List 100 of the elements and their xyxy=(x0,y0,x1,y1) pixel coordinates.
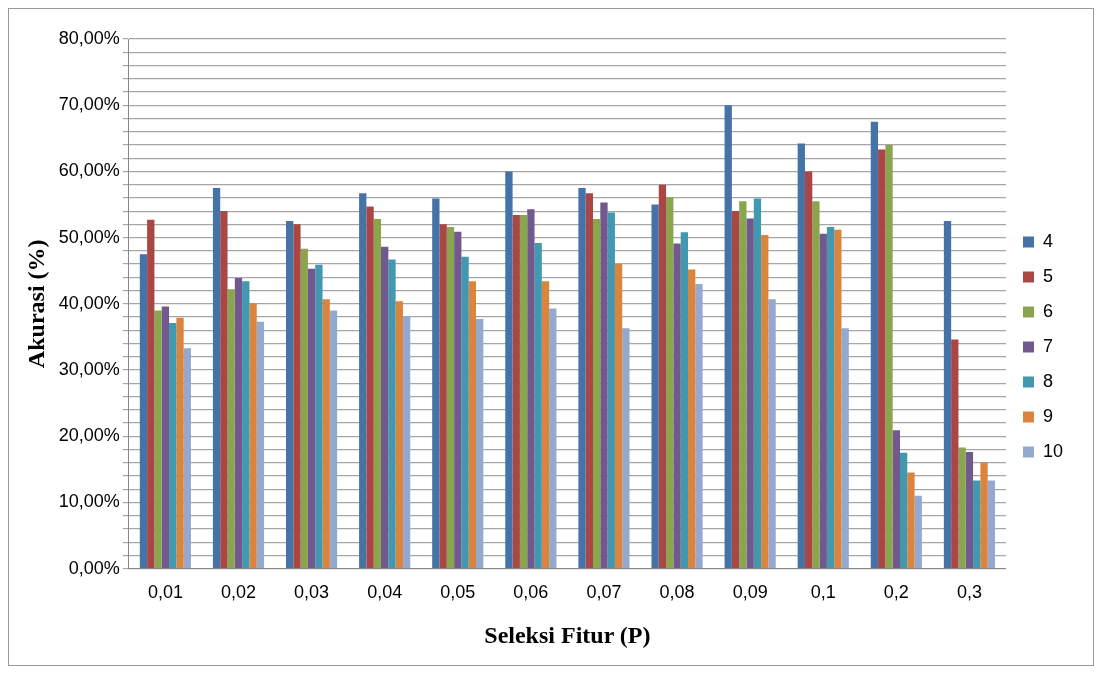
bar xyxy=(914,495,922,568)
bar xyxy=(739,201,747,568)
bar xyxy=(161,306,170,568)
bar xyxy=(907,472,915,568)
bar xyxy=(834,229,842,568)
bar xyxy=(614,264,623,568)
y-tick-label: 10,00% xyxy=(58,491,120,512)
legend-label: 5 xyxy=(1042,265,1053,286)
bar xyxy=(797,143,805,568)
bar xyxy=(432,198,440,568)
y-tick-label: 80,00% xyxy=(58,27,120,48)
bar xyxy=(899,452,908,568)
bar xyxy=(541,281,550,568)
bar xyxy=(527,209,535,568)
bar xyxy=(578,187,586,568)
y-tick-label: 70,00% xyxy=(58,94,120,115)
bar xyxy=(987,480,996,568)
x-tick-label: 0,2 xyxy=(883,582,909,603)
legend-label: 4 xyxy=(1042,230,1053,251)
bar xyxy=(943,221,952,568)
bar xyxy=(461,256,469,568)
bar xyxy=(293,224,301,568)
bar xyxy=(695,283,703,568)
bar xyxy=(870,121,879,568)
bar xyxy=(980,462,988,568)
y-tick-label: 20,00% xyxy=(58,425,120,446)
bar xyxy=(841,328,849,568)
x-tick-label: 0,06 xyxy=(513,582,549,603)
bar xyxy=(688,269,696,568)
bar xyxy=(607,212,615,568)
bar xyxy=(878,149,886,568)
bar xyxy=(139,254,148,568)
bar xyxy=(505,171,513,568)
x-tick-label: 0,08 xyxy=(659,582,695,603)
bar xyxy=(885,144,893,568)
x-tick-label: 0,04 xyxy=(367,582,403,603)
bar xyxy=(220,211,228,568)
legend-label: 6 xyxy=(1042,300,1053,321)
x-tick-label: 0,09 xyxy=(732,582,768,603)
bar xyxy=(746,218,754,568)
bar xyxy=(212,187,221,568)
bar xyxy=(680,232,689,568)
bar xyxy=(534,242,542,568)
bar xyxy=(826,227,835,568)
bar xyxy=(600,202,608,568)
bar xyxy=(373,219,382,568)
bar xyxy=(651,204,659,568)
bar xyxy=(753,198,762,568)
bar xyxy=(958,447,966,568)
bar xyxy=(381,246,389,568)
x-tick-label: 0,02 xyxy=(220,582,257,603)
bar xyxy=(169,323,177,568)
bar xyxy=(724,105,732,568)
bar xyxy=(183,348,191,568)
bar xyxy=(366,206,374,568)
bar xyxy=(658,184,667,568)
bar xyxy=(731,211,740,568)
bar xyxy=(593,219,601,568)
bar xyxy=(359,193,367,568)
bar xyxy=(819,233,827,568)
bar xyxy=(242,281,250,568)
bar xyxy=(439,224,447,568)
bar xyxy=(234,277,243,568)
x-axis-title: Seleksi Fitur (P) xyxy=(484,621,651,648)
bar xyxy=(402,316,411,568)
bar xyxy=(286,221,294,568)
bar xyxy=(673,243,681,568)
bar xyxy=(549,308,557,568)
bar xyxy=(761,234,769,568)
bar xyxy=(454,231,462,568)
legend-label: 7 xyxy=(1042,335,1053,356)
x-tick-label: 0,05 xyxy=(440,582,476,603)
y-tick-label: 40,00% xyxy=(58,292,120,313)
bar xyxy=(622,328,630,568)
bar xyxy=(973,480,981,568)
bar xyxy=(154,310,162,568)
y-tick-label: 0,00% xyxy=(68,557,120,578)
bar xyxy=(519,215,528,568)
bar xyxy=(329,310,338,568)
bar xyxy=(965,452,974,568)
x-tick-label: 0,07 xyxy=(586,582,622,603)
bar xyxy=(666,197,674,568)
bar xyxy=(892,430,900,568)
y-tick-label: 50,00% xyxy=(58,226,120,247)
y-axis-title: Akurasi (%) xyxy=(22,239,49,369)
bar xyxy=(256,321,265,568)
bar xyxy=(812,201,820,568)
bar xyxy=(768,299,776,568)
y-tick-label: 30,00% xyxy=(58,358,120,379)
x-tick-label: 0,3 xyxy=(956,582,982,603)
legend-label: 8 xyxy=(1042,370,1053,391)
bar xyxy=(512,215,520,568)
bar xyxy=(315,264,323,568)
bar xyxy=(176,317,184,568)
x-tick-label: 0,03 xyxy=(294,582,330,603)
bar xyxy=(585,193,593,568)
legend-label: 10 xyxy=(1042,440,1064,461)
bar xyxy=(388,259,396,568)
bar xyxy=(468,281,477,568)
y-tick-label: 60,00% xyxy=(58,160,120,181)
